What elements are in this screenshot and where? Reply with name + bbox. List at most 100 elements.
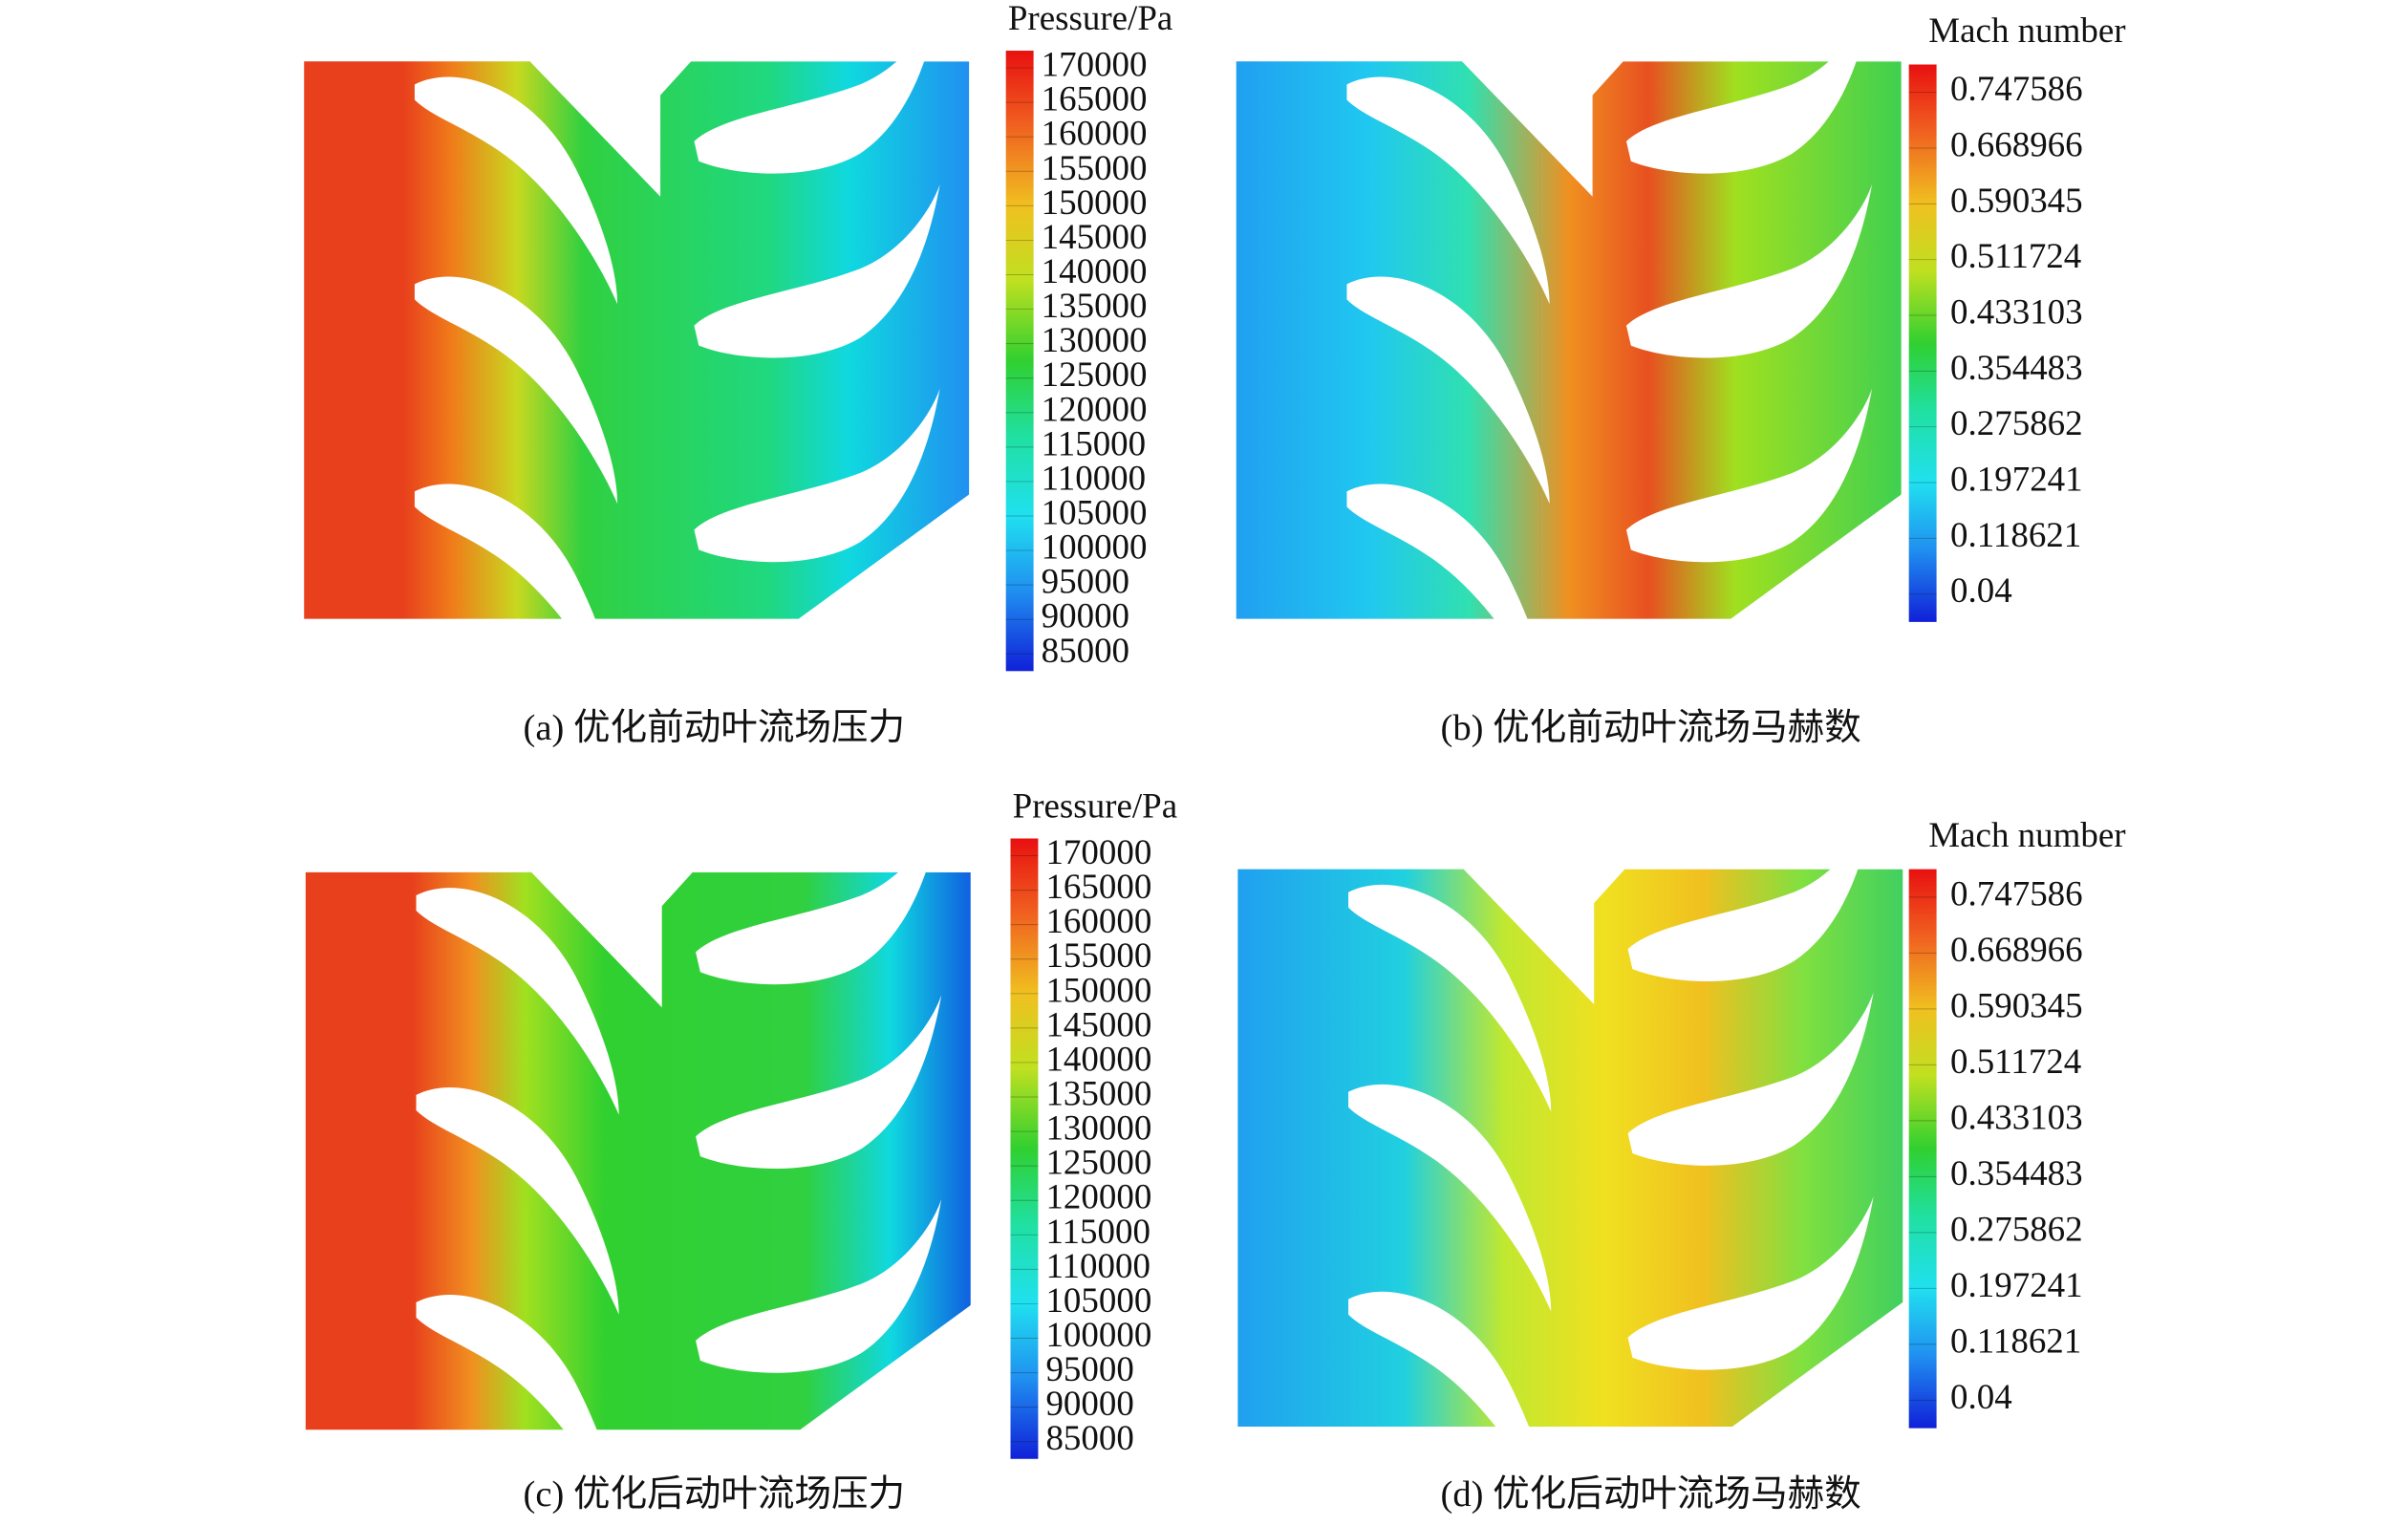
contour-plot (1236, 0, 1902, 712)
legend-label: 165000 (1045, 867, 1151, 906)
legend-label: 100000 (1042, 527, 1148, 567)
legend-label: 0.275862 (1950, 403, 2083, 442)
legend-label: 130000 (1042, 320, 1148, 359)
blade (694, 183, 940, 358)
caption: (a) 优化前动叶流场压力 (524, 707, 906, 748)
legend-label: 0.118621 (1950, 1321, 2081, 1360)
legend-label: 90000 (1045, 1384, 1133, 1423)
legend-label: 0.747586 (1950, 69, 2083, 108)
blade (414, 76, 618, 305)
legend-label: 115000 (1042, 423, 1147, 462)
flow-field (304, 61, 970, 619)
legend-label: 85000 (1045, 1418, 1133, 1457)
blade (416, 1087, 619, 1315)
legend-label: 0.668966 (1950, 124, 2083, 163)
legend-label: 0.433103 (1950, 292, 2083, 332)
blade (696, 995, 942, 1170)
legend-title: Mach number (1928, 11, 2125, 50)
caption: (d) 优化后动叶流场马赫数 (1441, 1474, 1861, 1515)
legend-label: 115000 (1045, 1212, 1150, 1251)
legend-label: 0.747586 (1950, 873, 2083, 913)
colorbar (1908, 869, 1937, 1429)
blade (1625, 0, 1873, 174)
legend-label: 0.04 (1950, 1377, 2012, 1416)
legend-label: 125000 (1045, 1143, 1151, 1182)
blade (1348, 1291, 1552, 1519)
flow-field (305, 871, 971, 1430)
legend-label: 100000 (1045, 1315, 1151, 1354)
legend-label: 140000 (1042, 251, 1148, 290)
legend-label: 160000 (1045, 901, 1151, 940)
legend-label: 0.275862 (1950, 1209, 2083, 1248)
legend-label: 95000 (1042, 562, 1129, 601)
legend-label: 105000 (1042, 492, 1148, 531)
legend-label: 0.590345 (1950, 985, 2083, 1024)
legend-label: 125000 (1042, 355, 1148, 394)
mask-band (1544, 823, 1945, 870)
blade (1625, 388, 1873, 563)
legend-label: 165000 (1042, 79, 1148, 118)
legend-label: 120000 (1045, 1177, 1151, 1216)
legend-label: 110000 (1045, 1246, 1150, 1285)
legend-label: 150000 (1042, 183, 1148, 222)
caption: (b) 优化前动叶流场马赫数 (1441, 707, 1861, 748)
blade (416, 1295, 619, 1522)
legend-label: 170000 (1045, 832, 1151, 871)
blade (694, 0, 940, 174)
colorbar (1005, 51, 1034, 672)
blade (694, 388, 940, 563)
legend-label: 90000 (1042, 596, 1129, 635)
mask-band (611, 15, 1011, 62)
blade (1625, 183, 1873, 358)
legend-label: 160000 (1042, 114, 1148, 153)
blade (1627, 1195, 1874, 1370)
blade (414, 276, 618, 505)
legend-label: 120000 (1042, 389, 1148, 428)
legend-label: 0.118621 (1950, 515, 2081, 554)
blade (1627, 807, 1874, 981)
contour-plot (1237, 807, 1903, 1519)
legend-label: 155000 (1042, 148, 1148, 187)
legend-label: 130000 (1045, 1108, 1151, 1148)
legend-label: 145000 (1045, 1004, 1151, 1043)
legend-label: 150000 (1045, 970, 1151, 1009)
blade (1346, 484, 1550, 712)
legend-label: 0.511724 (1950, 1042, 2081, 1081)
blade (1346, 76, 1550, 305)
legend-title: Pressure/Pa (1008, 0, 1172, 37)
contour-plot (304, 0, 970, 712)
legend-label: 0.433103 (1950, 1097, 2083, 1136)
blade (1346, 276, 1550, 505)
legend-label: 85000 (1042, 631, 1129, 670)
legend-label: 145000 (1042, 217, 1148, 256)
legend-label: 0.354483 (1950, 348, 2083, 387)
legend-label: 95000 (1045, 1349, 1133, 1388)
legend-label: 0.590345 (1950, 181, 2083, 220)
mask-band (1543, 15, 1944, 62)
blade (1348, 1084, 1552, 1312)
legend-label: 0.511724 (1950, 236, 2081, 275)
legend-label: 135000 (1045, 1074, 1151, 1113)
legend-label: 105000 (1045, 1280, 1151, 1320)
contour-plot (305, 810, 971, 1522)
colorbar (1908, 64, 1937, 622)
blade (696, 1199, 942, 1373)
legend-label: 0.354483 (1950, 1153, 2083, 1193)
legend-label: 0.04 (1950, 570, 2012, 610)
caption: (c) 优化后动叶流场压力 (524, 1474, 906, 1515)
mask-band (613, 826, 1013, 872)
blade (1627, 992, 1874, 1166)
legend-label: 0.197241 (1950, 460, 2083, 499)
legend-label: 0.668966 (1950, 930, 2083, 969)
legend-label: 170000 (1042, 45, 1148, 84)
blade (414, 484, 618, 712)
legend-title: Pressure/Pa (1013, 785, 1177, 825)
flow-field (1237, 869, 1903, 1428)
legend-title: Mach number (1928, 815, 2125, 854)
legend-label: 140000 (1045, 1039, 1151, 1078)
colorbar (1010, 838, 1039, 1459)
legend-label: 0.197241 (1950, 1265, 2083, 1304)
blade (1348, 884, 1552, 1112)
